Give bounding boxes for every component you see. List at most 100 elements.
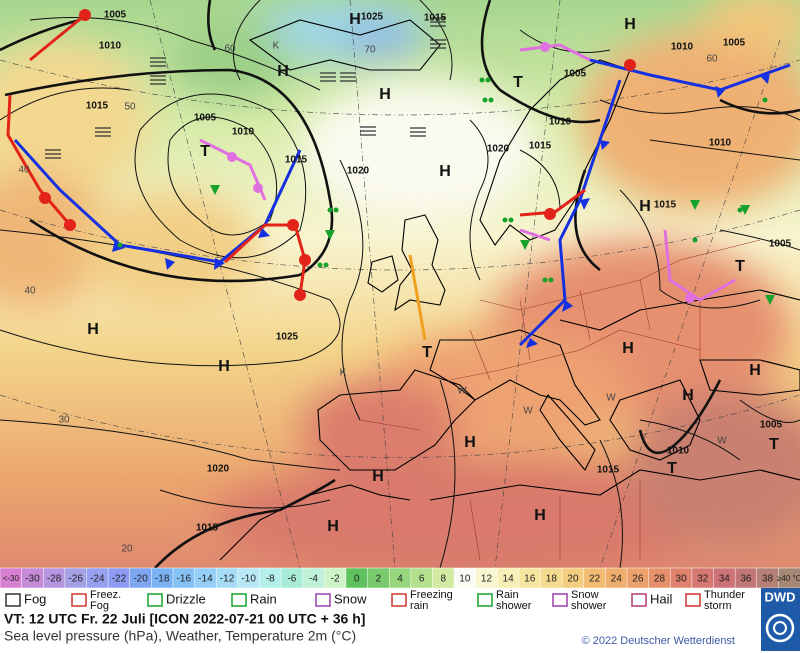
colorbar-label: -16 (177, 574, 192, 585)
colorbar-label: 8 (440, 574, 446, 585)
legend-label: Fog (90, 600, 109, 612)
pressure-center: H (534, 507, 546, 524)
temperature-label: 50 (124, 102, 136, 113)
colorbar-label: 18 (546, 574, 558, 585)
isobar-label: 1015 (529, 141, 552, 152)
map-labels: H H H H H H H H H H H H H H H T T T T T T 1005 1005 1010 1015 101… (18, 10, 791, 555)
legend-label: Snow (571, 589, 599, 601)
colorbar-label: -6 (287, 574, 296, 585)
isobar-label: 1015 (196, 523, 219, 534)
temperature-label: 20 (121, 544, 133, 555)
pressure-center: T (667, 460, 677, 477)
legend-label: Hail (650, 591, 673, 606)
pressure-center: H (639, 198, 651, 215)
pressure-center: T (200, 143, 210, 160)
colorbar-label: <-30 (3, 574, 20, 583)
pressure-center: T (513, 74, 523, 91)
legend-label: Freez. (90, 589, 121, 601)
legend-icon (552, 593, 568, 607)
colorbar-label: 12 (481, 574, 493, 585)
dwd-logo: DWD (761, 588, 800, 651)
colorbar-label: 20 (567, 574, 579, 585)
legend-label: shower (571, 600, 607, 612)
colorbar-label: 32 (697, 574, 709, 585)
colorbar-label: -24 (90, 574, 105, 585)
colorbar: <-30 -30 -28 -26 -24 -22 -20 -18 -16 -14 -12 -10 -8-… (0, 567, 800, 589)
temperature-label: 30 (58, 415, 70, 426)
valid-time: VT: 12 UTC Fr. 22 Juli [ICON 2022-07-21 … (4, 611, 365, 627)
isobar-label: 1020 (487, 144, 510, 155)
legend-icon (685, 593, 701, 607)
legend-icon (391, 593, 407, 607)
copyright: © 2022 Deutscher Wetterdienst (582, 635, 735, 647)
logo-swirl (765, 613, 795, 643)
isobar-label: 1025 (276, 332, 299, 343)
legend-label: Freezing (410, 589, 453, 601)
colorbar-label: 6 (419, 574, 425, 585)
isobar-label: 1010 (671, 42, 694, 53)
pressure-center: H (682, 387, 694, 404)
legend-icon (315, 593, 331, 607)
pressure-center: H (372, 468, 384, 485)
pressure-center: H (349, 11, 361, 28)
colorbar-label: 10 (459, 574, 471, 585)
legend-label: Rain (496, 589, 519, 601)
isobar-label: 1020 (207, 464, 230, 475)
isobar-label: 1005 (769, 239, 792, 250)
temperature-label: W (606, 393, 616, 404)
colorbar-label: 2 (376, 574, 382, 585)
pressure-center: H (218, 358, 230, 375)
legend-icon (71, 593, 87, 607)
isobar-label: 1015 (285, 155, 308, 166)
isobar-label: 1010 (667, 446, 690, 457)
temperature-label: W (717, 436, 727, 447)
colorbar-label: 14 (503, 574, 515, 585)
isobar-label: 1015 (654, 200, 677, 211)
colorbar-label: -8 (266, 574, 275, 585)
isobar-label: 1025 (361, 12, 384, 23)
colorbar-label: -28 (47, 574, 62, 585)
pressure-center: H (464, 434, 476, 451)
weather-symbols (117, 77, 775, 305)
colorbar-label: 16 (524, 574, 536, 585)
legend-label: storm (704, 600, 732, 612)
colorbar-label: -30 (25, 574, 40, 585)
logo-swirl-inner (773, 621, 787, 635)
colorbar-label: 0 (354, 574, 360, 585)
fog-symbols (45, 17, 446, 159)
pressure-center: H (622, 340, 634, 357)
isobar-label: 1010 (709, 138, 732, 149)
colorbar-label: -18 (155, 574, 170, 585)
temperature-label: 60 (224, 44, 236, 55)
colorbar-label: 28 (654, 574, 666, 585)
colorbar-label: -10 (241, 574, 256, 585)
legend: Fog Freez.Fog Drizzle Rain Snow FreezingrainR… (5, 589, 745, 612)
legend-icon (231, 593, 247, 607)
isobar-label: 1010 (549, 117, 572, 128)
colorbar-label: -12 (220, 574, 235, 585)
colorbar-label: -22 (112, 574, 127, 585)
temperature-label: K (273, 41, 280, 52)
logo-text: DWD (764, 589, 795, 604)
pressure-center: T (422, 344, 432, 361)
fronts (6, 13, 791, 347)
colorbar-label: -2 (331, 574, 340, 585)
isobars (0, 0, 800, 568)
isobar-label: 1015 (424, 13, 447, 24)
colorbar-label: ≥40 °C (777, 574, 800, 583)
pressure-center: T (735, 258, 745, 275)
legend-label: Thunder (704, 589, 745, 601)
legend-label: Drizzle (166, 591, 206, 606)
pressure-center: H (327, 518, 339, 535)
colorbar-label: 36 (740, 574, 752, 585)
isobar-label: 1005 (104, 10, 127, 21)
colorbar-label: -4 (309, 574, 318, 585)
legend-label: Fog (24, 591, 46, 606)
legend-icon (631, 593, 647, 607)
temperature-label: W (523, 406, 533, 417)
temperature-label: 60 (706, 54, 718, 65)
isobar-label: 1005 (564, 69, 587, 80)
colorbar-label: 24 (611, 574, 623, 585)
legend-icon (477, 593, 493, 607)
